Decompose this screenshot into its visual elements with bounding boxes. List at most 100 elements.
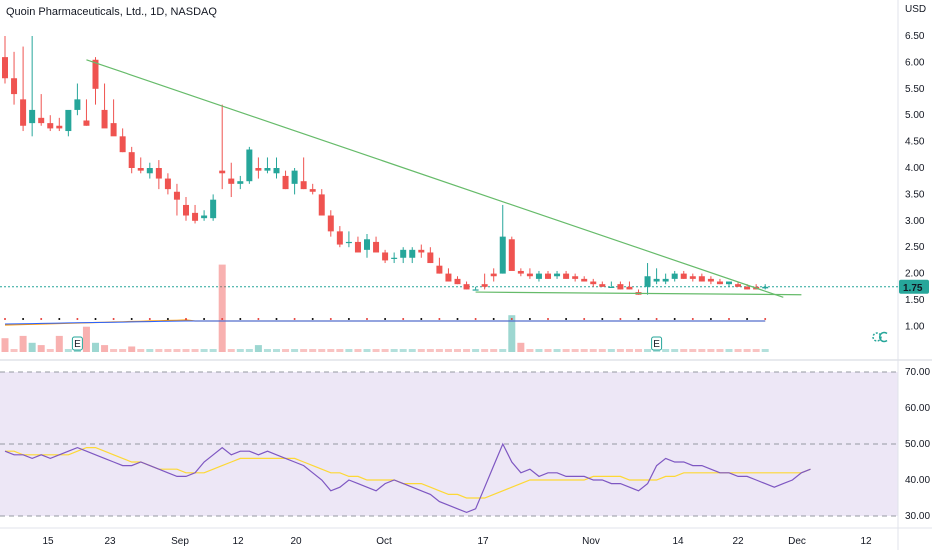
ma-dot	[547, 318, 549, 320]
ma-dot	[329, 318, 332, 320]
candle-body	[698, 276, 705, 282]
price-tick-label: 5.00	[905, 110, 925, 121]
candles	[2, 36, 769, 295]
axes: 6.50 6.00 5.50 5.00 4.50 4.00 3.50 3.00 2.50 2.00…	[42, 4, 930, 547]
candle-body	[101, 109, 108, 129]
rsi-tick-label: 70.00	[905, 367, 930, 378]
time-tick-label: 23	[104, 536, 116, 547]
time-tick-label: Sep	[171, 536, 189, 547]
rsi-tick-label: 50.00	[905, 439, 930, 450]
volume-bar	[200, 349, 208, 352]
volume-bar	[300, 349, 308, 352]
ma-dot	[257, 318, 260, 320]
volume-bar	[562, 349, 570, 352]
volume-bar	[273, 349, 280, 352]
ma-dot	[239, 318, 242, 320]
price-tick-label: 3.50	[905, 189, 925, 200]
volume-bar	[10, 349, 18, 352]
ma-dot	[673, 318, 676, 320]
volume-bar	[101, 345, 109, 352]
time-tick-label: Nov	[582, 536, 600, 547]
moving-averages	[4, 318, 767, 326]
candle-body	[499, 236, 506, 274]
candle-body	[644, 276, 651, 287]
candle-body	[735, 284, 742, 287]
volume-bar	[472, 349, 480, 352]
ma-dot	[221, 318, 224, 320]
volume-bar	[119, 349, 127, 352]
ma-dot	[510, 318, 513, 320]
trendlines[interactable]	[86, 59, 802, 298]
volume-bar	[182, 349, 190, 352]
volume-bar	[435, 349, 443, 352]
candle-body	[173, 191, 180, 200]
candle-body	[92, 59, 99, 89]
volume-bar	[146, 349, 154, 352]
volume-bar	[426, 349, 434, 352]
volume-bar	[128, 346, 136, 352]
ma-dot	[148, 318, 151, 320]
ma-dot	[619, 318, 622, 320]
candle-body	[255, 168, 262, 171]
ma-dot	[655, 318, 658, 320]
volume-bar	[481, 349, 489, 352]
volume-bar	[245, 349, 253, 352]
last-price-box	[899, 279, 929, 294]
candle-body	[29, 109, 36, 124]
candle-body	[418, 249, 425, 253]
volume-bar	[309, 349, 317, 352]
candle-body	[192, 212, 199, 221]
candle-body	[210, 199, 217, 219]
ma-dot	[76, 318, 79, 320]
volume-bar	[408, 349, 416, 352]
ma-dot	[492, 318, 495, 320]
candle-body	[526, 273, 533, 277]
volume-bar	[444, 349, 452, 352]
volume-bar	[336, 349, 344, 352]
price-tick-label: 2.00	[905, 269, 925, 280]
volume-bar	[110, 349, 118, 352]
data-source-icon[interactable]	[872, 330, 888, 344]
price-tick-label: 1.00	[905, 321, 925, 332]
volume-bar	[381, 349, 389, 352]
candle-body	[164, 178, 171, 190]
volume-bar	[372, 349, 380, 352]
volume-bar	[55, 335, 63, 352]
candle-body	[282, 175, 289, 190]
volume-bar	[227, 349, 235, 352]
volume-bar	[318, 349, 326, 352]
candle-body	[581, 278, 588, 282]
candle-body	[427, 252, 434, 264]
ma-dot	[384, 318, 387, 320]
volume-bar	[92, 342, 99, 352]
price-tick-label: 3.00	[905, 216, 925, 227]
volume-bar	[191, 349, 199, 352]
candle-body	[38, 117, 45, 124]
volume-bar	[254, 345, 262, 352]
volume-bar	[662, 349, 670, 352]
volume-bar	[526, 349, 534, 352]
candle-body	[110, 123, 117, 137]
candle-body	[545, 273, 551, 279]
price-axis-unit: USD	[905, 4, 926, 15]
candle-body	[246, 149, 253, 182]
ma-dot	[347, 318, 350, 320]
volume-bar	[734, 349, 742, 352]
volume-bar	[571, 349, 579, 352]
ma-dot	[764, 318, 767, 320]
trendline	[86, 59, 784, 298]
candle-body	[608, 286, 615, 288]
ma-dot	[311, 318, 314, 320]
volume-bar	[707, 349, 715, 352]
volume-bar	[263, 349, 271, 352]
time-tick-label: Oct	[376, 536, 392, 547]
candle-body	[65, 109, 72, 132]
candle-body	[680, 273, 687, 279]
volume-bar	[625, 349, 633, 352]
volume-bar	[635, 349, 642, 352]
volume-bar	[1, 338, 9, 352]
ma-dot	[728, 318, 730, 320]
chart-title: Quoin Pharmaceuticals, Ltd., 1D, NASDAQ	[6, 6, 217, 18]
